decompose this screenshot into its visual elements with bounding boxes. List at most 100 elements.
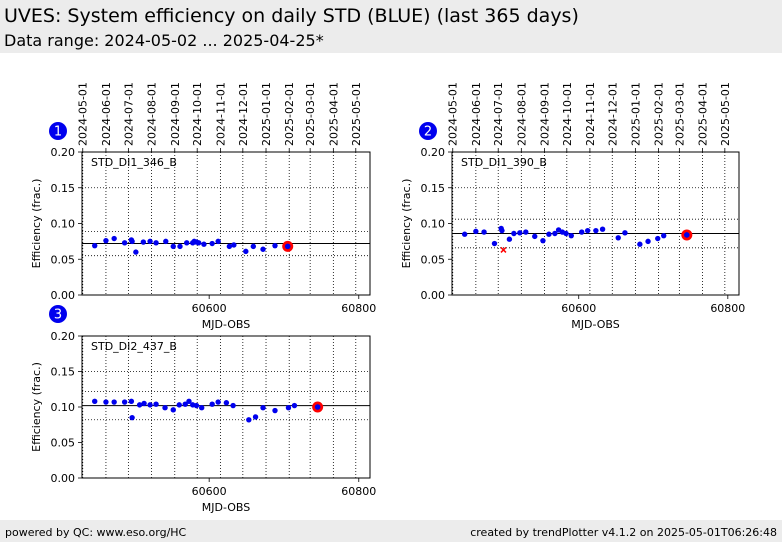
data-point xyxy=(153,401,159,407)
chart-panel-3: 3 0.00 0.05 0.10 0.15 0.20 60600 60800 MJD-OBS Ef… xyxy=(30,305,376,514)
latest-point xyxy=(314,404,321,410)
data-point xyxy=(250,243,257,250)
latest-point xyxy=(684,232,690,238)
date-tick-label: 2025-01-01 xyxy=(629,82,642,146)
date-tick-label: 2025-03-01 xyxy=(673,82,686,146)
series-label: STD_DI2_437_B xyxy=(91,340,177,353)
panel-badge-number: 2 xyxy=(424,125,432,140)
y-tick-label: 0.10 xyxy=(51,218,76,231)
data-point xyxy=(637,241,643,247)
data-point xyxy=(177,243,183,250)
panel-badge-number: 1 xyxy=(54,125,62,140)
date-tick-label: 2025-03-01 xyxy=(304,82,317,146)
data-point xyxy=(579,229,585,235)
y-tick-label: 0.15 xyxy=(51,366,76,379)
data-point xyxy=(201,241,207,247)
data-point xyxy=(170,407,176,413)
date-tick-label: 2024-08-01 xyxy=(515,82,528,146)
data-point xyxy=(162,405,168,411)
data-point xyxy=(481,229,487,235)
data-point xyxy=(546,231,552,237)
data-point xyxy=(506,236,513,242)
data-point xyxy=(260,246,266,252)
chart-panel-1: 1 2024-05-01 2024-06-01 2024-07-01 2024-08-0… xyxy=(30,82,376,331)
outlier-stroke xyxy=(500,246,507,253)
data-point xyxy=(593,227,599,234)
date-tick-label: 2025-02-01 xyxy=(652,82,665,146)
data-point xyxy=(599,226,606,232)
y-tick-label: 0.00 xyxy=(51,472,76,485)
date-tick-label: 2024-11-01 xyxy=(214,82,227,146)
y-tick-label: 0.05 xyxy=(51,437,76,450)
x-axis-label: MJD-OBS xyxy=(202,501,250,514)
data-point xyxy=(622,230,628,236)
data-point xyxy=(291,402,298,409)
data-point xyxy=(461,231,468,237)
data-point xyxy=(523,229,529,235)
data-point xyxy=(532,233,538,240)
data-point xyxy=(170,243,176,250)
y-tick-label: 0.00 xyxy=(421,289,446,302)
data-point xyxy=(121,240,128,246)
data-point xyxy=(215,399,221,405)
data-point xyxy=(184,240,190,246)
plot-frame xyxy=(81,335,371,479)
data-point xyxy=(193,402,200,409)
date-tick-label: 2025-04-01 xyxy=(327,82,340,146)
data-point xyxy=(260,405,266,411)
data-point xyxy=(563,230,569,237)
data-point xyxy=(615,235,621,241)
data-point xyxy=(147,238,153,245)
data-point xyxy=(182,401,188,407)
data-point xyxy=(209,401,215,407)
x-tick-label: 60600 xyxy=(561,302,596,315)
y-tick-label: 0.05 xyxy=(51,253,76,266)
date-tick-label: 2024-10-01 xyxy=(191,82,204,146)
data-point xyxy=(92,242,98,249)
date-tick-label: 2025-04-01 xyxy=(696,82,709,146)
data-point xyxy=(243,248,249,255)
data-point xyxy=(246,417,252,423)
data-point xyxy=(491,240,498,247)
y-tick-label: 0.20 xyxy=(51,146,76,159)
data-point xyxy=(163,238,169,245)
y-axis-label: Efficiency (frac.) xyxy=(400,179,413,269)
x-axis-label: MJD-OBS xyxy=(202,318,250,331)
data-point xyxy=(111,235,117,242)
data-point xyxy=(226,243,233,250)
plots-area: 1 2024-05-01 2024-06-01 2024-07-01 2024-08-0… xyxy=(30,82,745,514)
data-point xyxy=(103,399,109,405)
y-axis-label: Efficiency (frac.) xyxy=(30,179,43,269)
report-header: UVES: System efficiency on daily STD (BL… xyxy=(0,0,782,53)
date-tick-label: 2024-12-01 xyxy=(237,82,250,146)
data-point xyxy=(552,230,558,237)
x-tick-label: 60800 xyxy=(710,302,745,315)
x-tick-label: 60800 xyxy=(341,302,376,315)
outlier-marker xyxy=(500,246,507,253)
data-point xyxy=(473,228,479,235)
x-tick-label: 60600 xyxy=(192,485,227,498)
data-point xyxy=(223,400,230,406)
data-point xyxy=(103,237,109,244)
panel-badge xyxy=(49,122,67,140)
y-tick-label: 0.15 xyxy=(421,182,446,195)
date-tick-label: 2024-07-01 xyxy=(492,82,505,146)
series-label: STD_DI1_346_B xyxy=(91,156,177,169)
data-point xyxy=(140,239,147,245)
data-point xyxy=(141,400,147,407)
plot-frame xyxy=(451,151,740,296)
y-tick-label: 0.10 xyxy=(51,401,76,414)
y-axis-label: Efficiency (frac.) xyxy=(30,362,43,452)
data-point xyxy=(111,399,117,405)
date-tick-label: 2024-08-01 xyxy=(146,82,159,146)
date-tick-label: 2024-10-01 xyxy=(561,82,574,146)
data-point xyxy=(129,414,135,421)
date-tick-label: 2024-11-01 xyxy=(584,82,597,146)
date-tick-label: 2025-05-01 xyxy=(350,82,363,146)
date-tick-label: 2025-01-01 xyxy=(260,82,273,146)
date-tick-label: 2024-12-01 xyxy=(606,82,619,146)
footer-powered-by: powered by QC: www.eso.org/HC xyxy=(5,526,187,539)
y-tick-label: 0.05 xyxy=(421,253,446,266)
date-tick-label: 2024-06-01 xyxy=(100,82,113,146)
data-point xyxy=(176,402,182,408)
